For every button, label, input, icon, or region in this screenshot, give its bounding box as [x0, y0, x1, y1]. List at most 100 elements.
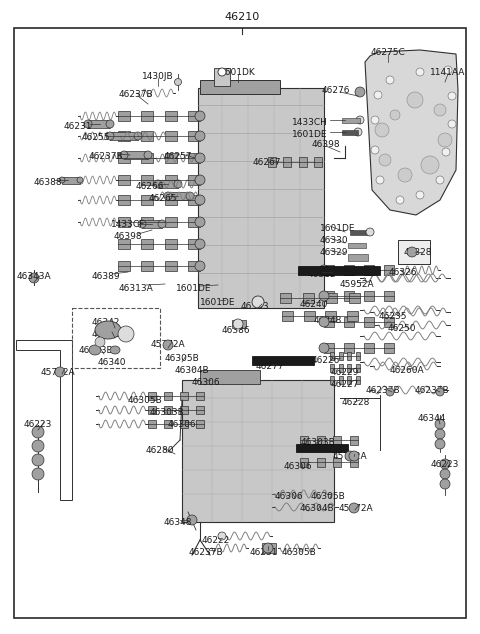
- Text: 45772A: 45772A: [339, 504, 373, 513]
- Bar: [148, 392, 156, 400]
- Text: 46280: 46280: [146, 446, 174, 455]
- Bar: [118, 175, 200, 185]
- Circle shape: [435, 429, 445, 439]
- Bar: [198, 88, 324, 308]
- Bar: [364, 317, 374, 327]
- Bar: [165, 195, 177, 205]
- Text: 46248: 46248: [314, 316, 342, 325]
- Bar: [182, 380, 334, 522]
- Text: 1430JB: 1430JB: [142, 72, 174, 81]
- Circle shape: [55, 367, 65, 377]
- Circle shape: [440, 459, 450, 469]
- Bar: [330, 352, 334, 360]
- Circle shape: [118, 326, 134, 342]
- Circle shape: [120, 151, 128, 159]
- Bar: [398, 240, 430, 264]
- Circle shape: [29, 273, 39, 283]
- Bar: [118, 195, 130, 205]
- Circle shape: [319, 317, 329, 327]
- Bar: [342, 130, 358, 135]
- Bar: [118, 131, 130, 141]
- Bar: [324, 265, 334, 275]
- Bar: [324, 265, 394, 275]
- Bar: [299, 157, 307, 167]
- Circle shape: [440, 479, 450, 489]
- Circle shape: [106, 132, 114, 140]
- Circle shape: [376, 176, 384, 184]
- Bar: [252, 356, 314, 365]
- Text: 46229: 46229: [331, 368, 359, 377]
- Bar: [300, 436, 358, 444]
- Bar: [364, 265, 374, 275]
- Text: 46222: 46222: [202, 536, 230, 545]
- Bar: [118, 111, 200, 121]
- Circle shape: [416, 68, 424, 76]
- Text: 46398: 46398: [312, 140, 340, 149]
- Bar: [344, 291, 354, 301]
- Circle shape: [218, 68, 226, 76]
- Bar: [356, 376, 360, 384]
- Text: 46341: 46341: [92, 330, 120, 339]
- Circle shape: [444, 66, 452, 74]
- Bar: [142, 239, 153, 249]
- Text: 46305B: 46305B: [165, 354, 199, 363]
- Circle shape: [233, 319, 243, 329]
- Circle shape: [32, 468, 44, 480]
- Bar: [165, 111, 177, 121]
- Bar: [282, 311, 358, 321]
- Text: 46306: 46306: [192, 378, 220, 387]
- Bar: [200, 370, 260, 384]
- Bar: [118, 261, 200, 271]
- Bar: [180, 420, 188, 428]
- Bar: [188, 175, 200, 185]
- Circle shape: [345, 451, 355, 461]
- Bar: [344, 265, 354, 275]
- Text: 46226: 46226: [312, 356, 340, 365]
- Bar: [300, 458, 358, 467]
- Text: 46227: 46227: [331, 380, 359, 389]
- Circle shape: [32, 440, 44, 452]
- Text: 46328: 46328: [404, 248, 432, 257]
- Bar: [348, 293, 360, 303]
- Bar: [300, 436, 308, 444]
- Text: 46388: 46388: [34, 178, 62, 187]
- Circle shape: [195, 217, 205, 227]
- Text: 45772A: 45772A: [151, 340, 185, 349]
- Ellipse shape: [95, 321, 121, 339]
- Bar: [165, 175, 177, 185]
- Bar: [196, 406, 204, 414]
- Text: 46265: 46265: [149, 194, 177, 203]
- Bar: [148, 406, 204, 414]
- Circle shape: [154, 180, 162, 188]
- Bar: [148, 420, 156, 428]
- Bar: [188, 111, 200, 121]
- Text: 46312: 46312: [308, 270, 336, 279]
- Bar: [324, 317, 394, 327]
- Circle shape: [195, 175, 205, 185]
- Text: 46306: 46306: [168, 420, 196, 429]
- Text: 45952A: 45952A: [340, 280, 374, 289]
- Bar: [317, 458, 325, 467]
- Bar: [62, 177, 80, 184]
- Bar: [330, 352, 360, 360]
- Bar: [148, 406, 156, 414]
- Bar: [165, 131, 177, 141]
- Circle shape: [355, 87, 365, 97]
- Text: 46313A: 46313A: [119, 284, 154, 293]
- Bar: [180, 406, 188, 414]
- Bar: [268, 157, 322, 167]
- Circle shape: [32, 454, 44, 466]
- Ellipse shape: [110, 346, 120, 354]
- Bar: [148, 420, 204, 428]
- Circle shape: [440, 469, 450, 479]
- Text: 1601DE: 1601DE: [200, 298, 236, 307]
- Circle shape: [390, 110, 400, 120]
- Bar: [324, 343, 394, 353]
- Text: 45772A: 45772A: [333, 452, 367, 461]
- Text: 46306: 46306: [275, 492, 303, 501]
- Bar: [282, 311, 293, 321]
- Bar: [347, 352, 351, 360]
- Text: 46240: 46240: [300, 300, 328, 309]
- Bar: [338, 364, 343, 372]
- Circle shape: [448, 120, 456, 128]
